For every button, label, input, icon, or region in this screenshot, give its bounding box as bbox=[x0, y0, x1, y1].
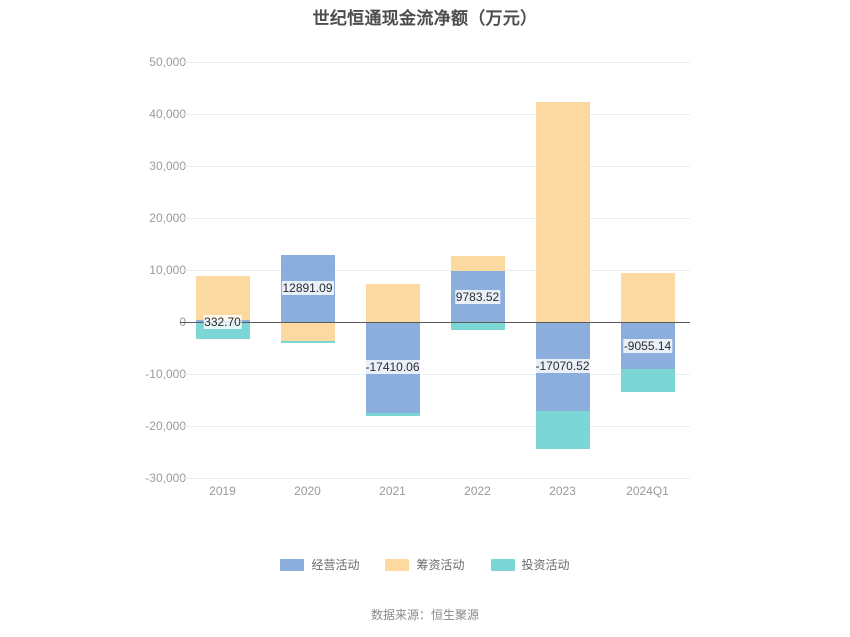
grid-line bbox=[180, 218, 690, 219]
bar-group[interactable] bbox=[365, 62, 420, 478]
legend-label: 筹资活动 bbox=[416, 558, 465, 572]
bar-segment[interactable] bbox=[280, 341, 335, 343]
y-tick-label: 40,000 bbox=[149, 107, 186, 121]
bar-value-label: 332.70 bbox=[203, 315, 242, 329]
legend-item[interactable]: 投资活动 bbox=[490, 556, 570, 573]
bar-segment[interactable] bbox=[365, 412, 420, 417]
bar-value-label: -17410.06 bbox=[364, 360, 421, 375]
bar-group[interactable] bbox=[280, 62, 335, 478]
x-tick-label: 2022 bbox=[464, 484, 491, 498]
chart-legend: 经营活动 筹资活动 投资活动 bbox=[0, 556, 850, 573]
legend-item[interactable]: 筹资活动 bbox=[385, 556, 465, 573]
grid-line bbox=[180, 166, 690, 167]
y-tick-label: 0 bbox=[106, 315, 186, 329]
bar-segment[interactable] bbox=[620, 369, 675, 392]
bar-segment[interactable] bbox=[450, 322, 505, 331]
grid-line bbox=[180, 270, 690, 271]
y-tick-label: -30,000 bbox=[145, 471, 186, 485]
grid-line bbox=[180, 374, 690, 375]
legend-swatch bbox=[490, 558, 515, 571]
chart-title: 世纪恒通现金流净额（万元） bbox=[312, 9, 538, 28]
source-note: 数据来源：恒生聚源 bbox=[370, 608, 479, 622]
legend-label: 投资活动 bbox=[521, 558, 570, 572]
grid-line bbox=[180, 62, 690, 63]
bar-segment[interactable] bbox=[450, 256, 505, 272]
bar-value-label: -17070.52 bbox=[534, 359, 591, 374]
bar-value-label: -9055.14 bbox=[622, 338, 673, 353]
legend-swatch bbox=[385, 558, 410, 571]
bar-value-label: 9783.52 bbox=[454, 289, 501, 304]
x-tick-label: 2021 bbox=[379, 484, 406, 498]
bar-group[interactable] bbox=[195, 62, 250, 478]
zero-line bbox=[180, 322, 690, 323]
grid-line bbox=[180, 426, 690, 427]
legend-label: 经营活动 bbox=[311, 558, 360, 572]
y-tick-label: 10,000 bbox=[149, 263, 186, 277]
bar-segment[interactable] bbox=[365, 283, 420, 322]
bar-segment[interactable] bbox=[535, 102, 590, 322]
bar-group[interactable] bbox=[620, 62, 675, 478]
x-tick-label: 2019 bbox=[209, 484, 236, 498]
bar-group[interactable] bbox=[450, 62, 505, 478]
bar-group[interactable] bbox=[535, 62, 590, 478]
x-tick-label: 2024Q1 bbox=[626, 484, 669, 498]
y-tick-label: 50,000 bbox=[149, 55, 186, 69]
bar-segment[interactable] bbox=[620, 272, 675, 322]
y-tick-label: -20,000 bbox=[145, 419, 186, 433]
x-tick-label: 2020 bbox=[294, 484, 321, 498]
y-tick-label: 20,000 bbox=[149, 211, 186, 225]
bar-segment[interactable] bbox=[535, 410, 590, 449]
bar-segment[interactable] bbox=[195, 275, 250, 321]
bar-value-label: 12891.09 bbox=[281, 281, 334, 296]
legend-swatch bbox=[280, 558, 305, 571]
y-tick-label: 30,000 bbox=[149, 159, 186, 173]
x-tick-label: 2023 bbox=[549, 484, 576, 498]
x-axis-line bbox=[180, 478, 690, 479]
grid-line bbox=[180, 114, 690, 115]
y-tick-label: -10,000 bbox=[145, 367, 186, 381]
bar-segment[interactable] bbox=[280, 322, 335, 342]
plot-area: 332.70 12891.09 -17410.06 9783.52 -17070.52 -… bbox=[180, 62, 690, 479]
legend-item[interactable]: 经营活动 bbox=[280, 556, 359, 573]
